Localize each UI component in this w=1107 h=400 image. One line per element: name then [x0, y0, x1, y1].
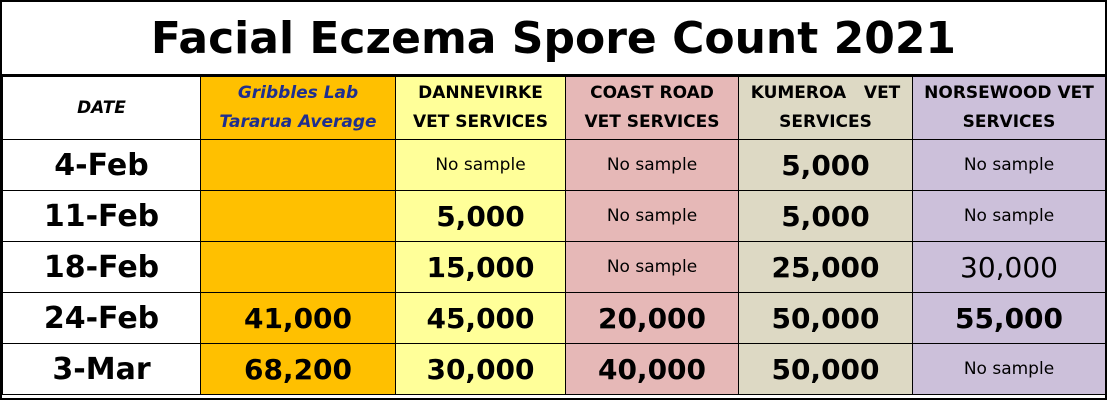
dannevirke-cell[interactable]: 30,000	[395, 343, 566, 395]
kumeroa-cell[interactable]: 50,000	[738, 292, 913, 344]
norsewood-cell[interactable]: No sample	[912, 343, 1106, 395]
header-dannevirke-line2: VET SERVICES	[412, 112, 549, 132]
table-row: 18-Feb 15,000 No sample 25,000 30,000	[2, 241, 1106, 293]
gribbles-cell[interactable]	[200, 241, 396, 293]
dannevirke-cell[interactable]: 45,000	[395, 292, 566, 344]
kumeroa-cell[interactable]: 50,000	[738, 343, 913, 395]
header-coast-road-line1: COAST ROAD	[590, 83, 714, 103]
header-gribbles-line2: Tararua Average	[219, 112, 377, 132]
date-cell[interactable]: 18-Feb	[2, 241, 201, 293]
coast-road-cell[interactable]: 20,000	[565, 292, 739, 344]
coast-road-cell[interactable]: No sample	[565, 190, 739, 242]
header-norsewood-line1: NORSEWOOD VET	[924, 83, 1094, 103]
table-row: 24-Feb 41,000 45,000 20,000 50,000 55,00…	[2, 292, 1106, 344]
header-gribbles-line1: Gribbles Lab	[237, 83, 359, 103]
gribbles-cell[interactable]: 68,200	[200, 343, 396, 395]
kumeroa-cell[interactable]: 5,000	[738, 139, 913, 191]
dannevirke-cell[interactable]: 15,000	[395, 241, 566, 293]
header-norsewood-line2: SERVICES	[962, 112, 1056, 132]
coast-road-cell[interactable]: No sample	[565, 139, 739, 191]
table-row: 11-Feb 5,000 No sample 5,000 No sample	[2, 190, 1106, 242]
spore-count-table: DATE Gribbles Lab Tararua Average DANNEV…	[2, 76, 1106, 395]
header-row: DATE Gribbles Lab Tararua Average DANNEV…	[2, 76, 1106, 140]
table-row: 4-Feb No sample No sample 5,000 No sampl…	[2, 139, 1106, 191]
kumeroa-cell[interactable]: 25,000	[738, 241, 913, 293]
header-date[interactable]: DATE	[2, 76, 201, 140]
kumeroa-cell[interactable]: 5,000	[738, 190, 913, 242]
norsewood-cell[interactable]: No sample	[912, 190, 1106, 242]
gribbles-cell[interactable]	[200, 190, 396, 242]
header-kumeroa[interactable]: KUMEROA VET SERVICES	[738, 76, 913, 140]
dannevirke-cell[interactable]: 5,000	[395, 190, 566, 242]
dannevirke-cell[interactable]: No sample	[395, 139, 566, 191]
date-cell[interactable]: 3-Mar	[2, 343, 201, 395]
header-dannevirke-line1: DANNEVIRKE	[418, 83, 543, 103]
date-cell[interactable]: 4-Feb	[2, 139, 201, 191]
norsewood-cell[interactable]: 55,000	[912, 292, 1106, 344]
header-kumeroa-line2: SERVICES	[779, 112, 872, 132]
table-row: 3-Mar 68,200 30,000 40,000 50,000 No sam…	[2, 343, 1106, 395]
header-coast-road[interactable]: COAST ROAD VET SERVICES	[565, 76, 739, 140]
date-cell[interactable]: 11-Feb	[2, 190, 201, 242]
coast-road-cell[interactable]: 40,000	[565, 343, 739, 395]
gribbles-cell[interactable]	[200, 139, 396, 191]
header-dannevirke[interactable]: DANNEVIRKE VET SERVICES	[395, 76, 566, 140]
header-kumeroa-line1: KUMEROA VET	[750, 83, 901, 103]
date-cell[interactable]: 24-Feb	[2, 292, 201, 344]
header-norsewood[interactable]: NORSEWOOD VET SERVICES	[912, 76, 1106, 140]
gribbles-cell[interactable]: 41,000	[200, 292, 396, 344]
norsewood-cell[interactable]: No sample	[912, 139, 1106, 191]
header-gribbles[interactable]: Gribbles Lab Tararua Average	[200, 76, 396, 140]
page-title: Facial Eczema Spore Count 2021	[2, 2, 1105, 76]
norsewood-cell[interactable]: 30,000	[912, 241, 1106, 293]
header-coast-road-line2: VET SERVICES	[584, 112, 720, 132]
coast-road-cell[interactable]: No sample	[565, 241, 739, 293]
